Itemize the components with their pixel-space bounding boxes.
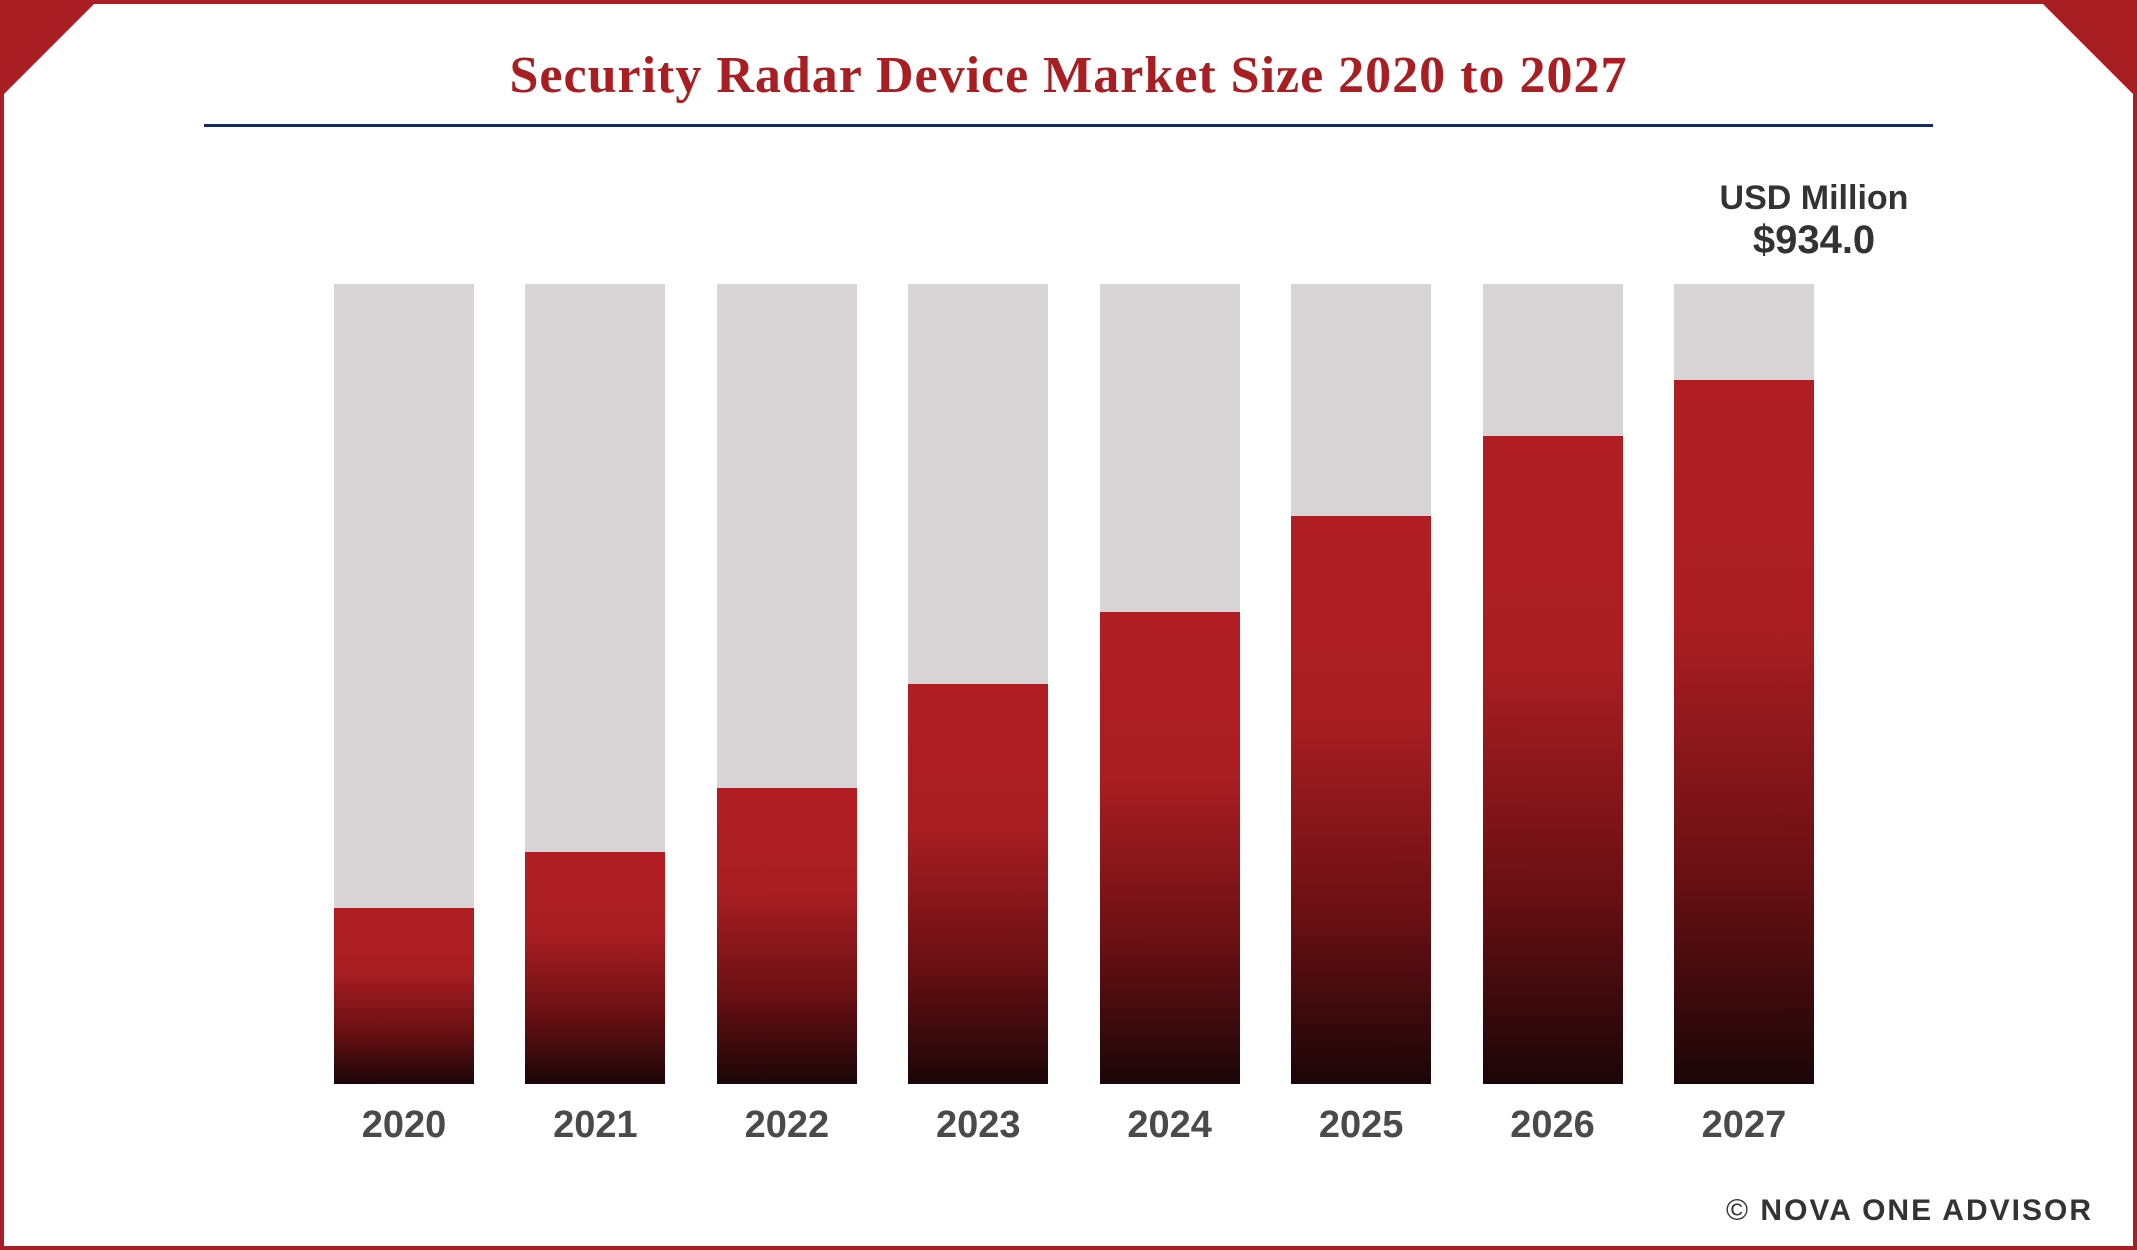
x-axis-label: 2021 (525, 1104, 665, 1147)
bar-fill (908, 684, 1048, 1084)
bar-slot (1674, 284, 1814, 1084)
copyright-symbol: © (1726, 1194, 1750, 1227)
bar-fill (1100, 612, 1240, 1084)
chart-frame: Security Radar Device Market Size 2020 t… (0, 0, 2137, 1250)
bar-slot (717, 284, 857, 1084)
x-axis-label: 2022 (717, 1104, 857, 1147)
bar-fill (1483, 436, 1623, 1084)
bars-container (334, 284, 1814, 1084)
bar-fill (1291, 516, 1431, 1084)
bar-slot (525, 284, 665, 1084)
attribution: © NOVA ONE ADVISOR (1726, 1194, 2093, 1228)
bar-slot (1100, 284, 1240, 1084)
bar-fill (525, 852, 665, 1084)
bar-fill (334, 908, 474, 1084)
bar-slot (1483, 284, 1623, 1084)
x-axis-label: 2020 (334, 1104, 474, 1147)
attribution-brand: NOVA ONE ADVISOR (1760, 1194, 2093, 1227)
annotation-value: $934.0 (1704, 218, 1924, 263)
bar-fill (1674, 380, 1814, 1084)
x-axis-labels: 2020 2021 2022 2023 2024 2025 2026 2027 (334, 1104, 1814, 1147)
x-axis-label: 2023 (908, 1104, 1048, 1147)
x-axis-label: 2024 (1100, 1104, 1240, 1147)
bar-slot (1291, 284, 1431, 1084)
chart-title: Security Radar Device Market Size 2020 t… (4, 46, 2133, 105)
title-underline (204, 124, 1933, 127)
bar-fill (717, 788, 857, 1084)
x-axis-label: 2027 (1674, 1104, 1814, 1147)
chart-area (334, 284, 1814, 1084)
bar-slot (908, 284, 1048, 1084)
x-axis-label: 2025 (1291, 1104, 1431, 1147)
bar-slot (334, 284, 474, 1084)
value-annotation: USD Million $934.0 (1704, 179, 1924, 263)
x-axis-label: 2026 (1483, 1104, 1623, 1147)
annotation-unit: USD Million (1704, 179, 1924, 218)
